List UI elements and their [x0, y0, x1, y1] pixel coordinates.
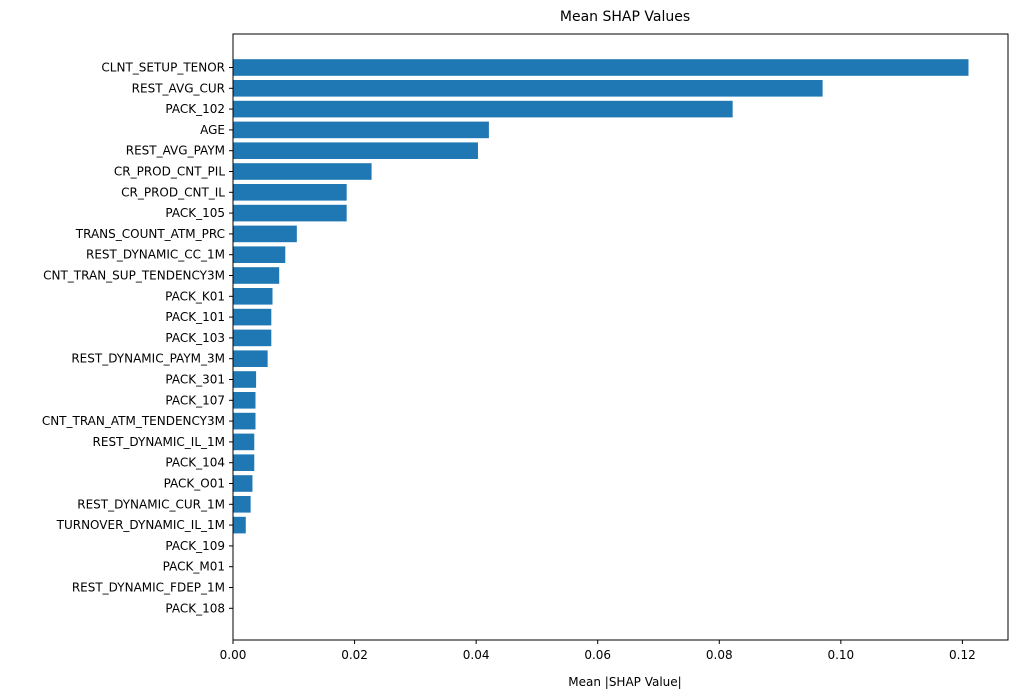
x-axis-ticks: 0.00 0.02 0.04 0.06 0.08 0.10 0.12: [220, 640, 976, 662]
bar-cnt-tran-sup-tendency3m: [233, 267, 280, 284]
y-tick-label: REST_AVG_CUR: [132, 81, 225, 95]
y-tick-label: AGE: [200, 123, 225, 137]
chart-title: Mean SHAP Values: [560, 9, 690, 25]
bar-pack-k01: [233, 288, 273, 305]
x-tick-label: 0.10: [827, 648, 854, 662]
bar-pack-104: [233, 454, 255, 471]
y-tick-label: REST_DYNAMIC_FDEP_1M: [72, 581, 225, 595]
bar-cr-prod-cnt-pil: [233, 163, 372, 180]
x-tick-label: 0.08: [706, 648, 733, 662]
bar-trans-count-atm-prc: [233, 225, 297, 243]
bar-pack-105: [233, 204, 347, 222]
bar-rest-dynamic-cur-1m: [233, 496, 251, 513]
y-tick-label: CR_PROD_CNT_IL: [121, 185, 225, 199]
y-tick-label: PACK_105: [165, 206, 225, 220]
x-tick-label: 0.06: [584, 648, 611, 662]
y-tick-label: REST_AVG_PAYM: [126, 144, 225, 158]
y-tick-label: REST_DYNAMIC_IL_1M: [93, 435, 225, 449]
bar-cnt-tran-atm-tendency3m: [233, 412, 256, 430]
y-tick-label: PACK_O01: [164, 477, 225, 491]
bar-rest-avg-paym: [233, 142, 478, 159]
y-tick-label: PACK_102: [165, 102, 225, 116]
x-tick-label: 0.00: [220, 648, 247, 662]
bar-rest-dynamic-il-1m: [233, 433, 255, 451]
y-tick-label: REST_DYNAMIC_PAYM_3M: [71, 352, 225, 366]
bars-group: [233, 59, 969, 534]
bar-pack-101: [233, 308, 272, 326]
x-axis-label: Mean |SHAP Value|: [568, 675, 681, 689]
y-tick-label: PACK_107: [165, 393, 225, 407]
bar-rest-dynamic-paym-3m: [233, 350, 268, 367]
bar-pack-301: [233, 371, 257, 388]
y-tick-label: REST_DYNAMIC_CUR_1M: [77, 497, 225, 511]
y-tick-label: PACK_103: [165, 331, 225, 345]
bar-pack-o01: [233, 475, 253, 492]
y-tick-label: REST_DYNAMIC_CC_1M: [86, 248, 225, 262]
y-tick-label: PACK_104: [165, 456, 225, 470]
plot-frame: [232, 33, 1009, 641]
x-tick-label: 0.12: [949, 648, 976, 662]
bar-age: [233, 121, 489, 139]
x-tick-label: 0.02: [341, 648, 368, 662]
y-tick-label: CNT_TRAN_SUP_TENDENCY3M: [43, 269, 225, 283]
bar-pack-103: [233, 329, 272, 347]
bar-rest-avg-cur: [233, 80, 823, 97]
x-tick-label: 0.04: [463, 648, 490, 662]
bar-cr-prod-cnt-il: [233, 184, 347, 201]
y-tick-label: CLNT_SETUP_TENOR: [101, 61, 225, 75]
bar-turnover-dynamic-il-1m: [233, 516, 246, 534]
y-tick-label: PACK_101: [165, 310, 225, 324]
y-axis-ticks: CLNT_SETUP_TENOR REST_AVG_CUR PACK_102 AGE R…: [42, 61, 233, 615]
y-tick-label: PACK_301: [165, 373, 225, 387]
y-tick-label: CR_PROD_CNT_PIL: [114, 165, 225, 179]
y-tick-label: TRANS_COUNT_ATM_PRC: [75, 227, 225, 241]
y-tick-label: PACK_K01: [165, 289, 225, 303]
y-tick-label: PACK_108: [165, 601, 225, 615]
bar-pack-107: [233, 392, 256, 409]
y-tick-label: TURNOVER_DYNAMIC_IL_1M: [56, 518, 225, 532]
bar-clnt-setup-tenor: [233, 59, 969, 76]
y-tick-label: PACK_109: [165, 539, 225, 553]
y-tick-label: CNT_TRAN_ATM_TENDENCY3M: [42, 414, 225, 428]
bar-rest-dynamic-cc-1m: [233, 246, 286, 263]
y-tick-label: PACK_M01: [163, 560, 225, 574]
bar-pack-102: [233, 100, 733, 118]
